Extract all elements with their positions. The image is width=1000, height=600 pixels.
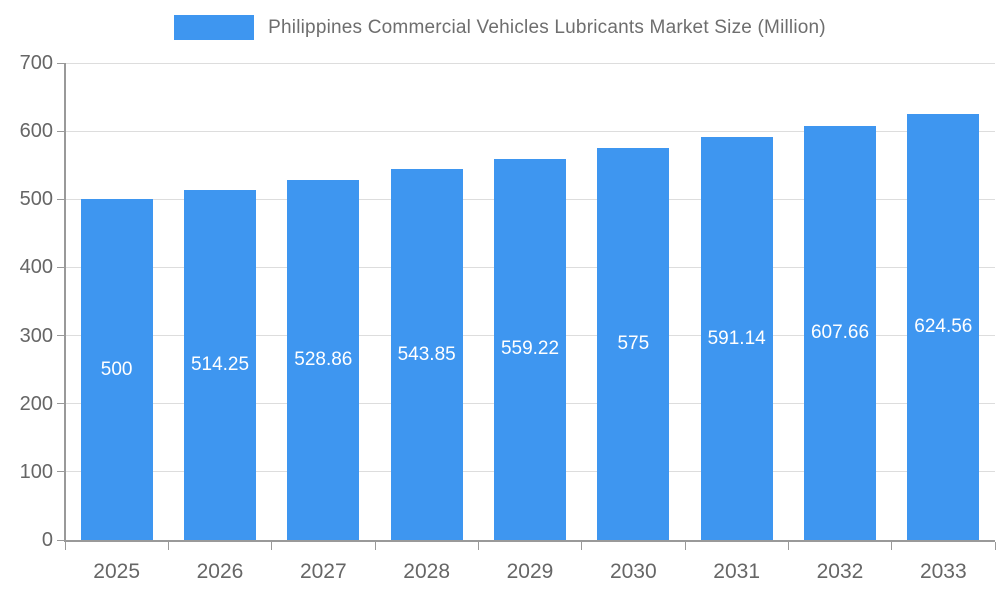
y-axis-label: 300 — [19, 324, 53, 347]
bar — [80, 199, 153, 540]
y-axis-tick — [57, 539, 65, 541]
y-axis-tick — [57, 130, 65, 132]
bar — [907, 114, 980, 540]
bar — [700, 137, 773, 540]
y-axis-tick — [57, 335, 65, 337]
bar — [287, 179, 360, 540]
y-axis-label: 600 — [19, 120, 53, 143]
x-axis-tick — [684, 542, 686, 550]
bar-value-label: 528.86 — [294, 348, 353, 370]
y-axis-label: 500 — [19, 188, 53, 211]
y-axis-label: 200 — [19, 392, 53, 415]
y-axis-label: 100 — [19, 460, 53, 483]
y-axis-label: 0 — [41, 529, 53, 551]
bar-value-label: 591.14 — [707, 327, 766, 349]
x-axis-label: 2030 — [609, 560, 657, 583]
x-axis-tick — [787, 542, 789, 550]
y-axis-tick — [57, 403, 65, 405]
y-axis-line — [64, 63, 66, 540]
legend-swatch-icon — [174, 15, 255, 40]
x-axis-label: 2025 — [93, 560, 141, 583]
y-axis-tick — [57, 198, 65, 200]
bar-value-label: 500 — [100, 358, 133, 380]
x-axis-tick — [167, 542, 169, 550]
bar — [390, 169, 463, 540]
bar-value-label: 514.25 — [190, 353, 250, 375]
x-axis-label: 2031 — [713, 560, 761, 583]
x-axis-tick — [581, 542, 583, 550]
x-axis-tick — [891, 542, 893, 550]
x-axis-label: 2029 — [506, 560, 554, 583]
x-axis-label: 2028 — [403, 560, 451, 583]
y-axis-tick — [57, 266, 65, 268]
bar-value-label: 624.56 — [914, 316, 973, 338]
x-axis-tick — [64, 542, 66, 550]
y-axis-label: 400 — [19, 256, 53, 279]
bar-value-label: 559.22 — [500, 338, 560, 360]
gridline — [65, 62, 995, 64]
chart-legend[interactable]: Philippines Commercial Vehicles Lubrican… — [0, 15, 1000, 40]
bar — [184, 189, 256, 540]
x-axis-tick — [374, 542, 376, 550]
x-axis-label: 2033 — [919, 560, 967, 583]
bar-value-label: 543.85 — [397, 343, 456, 365]
bar — [597, 148, 670, 540]
bar — [804, 125, 876, 540]
bar — [494, 158, 566, 540]
y-axis-label: 700 — [19, 52, 53, 74]
gridline — [65, 130, 995, 132]
x-axis-label: 2027 — [299, 560, 347, 583]
y-axis-tick — [57, 62, 65, 64]
bar-value-label: 607.66 — [810, 321, 870, 343]
x-axis-label: 2032 — [816, 560, 864, 583]
y-axis-tick — [57, 471, 65, 473]
x-axis-label: 2026 — [196, 560, 244, 583]
bar-value-label: 575 — [617, 333, 650, 355]
x-axis-line — [64, 540, 995, 542]
x-axis-tick — [994, 542, 996, 550]
x-axis-tick — [271, 542, 273, 550]
x-axis-tick — [477, 542, 479, 550]
chart-title: Philippines Commercial Vehicles Lubrican… — [268, 16, 826, 38]
